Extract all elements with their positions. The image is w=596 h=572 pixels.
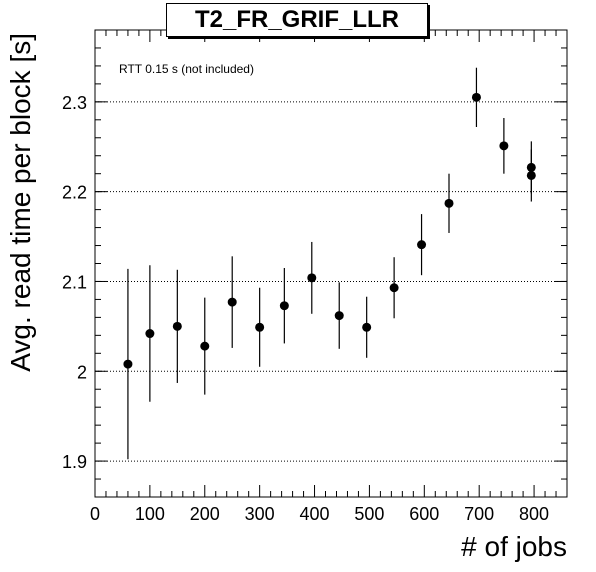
- y-tick-label: 2: [77, 362, 87, 382]
- tick-labels: 1.9 2 2.1 2.2 2.3 0 100 200 300 400 500 600 700 800: [62, 93, 549, 524]
- x-tick-label: 200: [190, 504, 220, 524]
- data-point: [123, 359, 133, 369]
- y-tick-label: 1.9: [62, 452, 87, 472]
- data-point: [471, 92, 481, 102]
- data-point: [279, 301, 289, 311]
- x-tick-label: 600: [409, 504, 439, 524]
- data-point: [172, 321, 182, 331]
- y-tick-label: 2.1: [62, 272, 87, 292]
- plot-frame: [94, 29, 568, 498]
- chart-title: T2_FR_GRIF_LLR: [166, 3, 428, 37]
- x-tick-label: 700: [464, 504, 494, 524]
- x-tick-label: 500: [354, 504, 384, 524]
- data-point: [417, 240, 427, 250]
- y-axis-label: Avg. read time per block [s]: [5, 33, 36, 372]
- data-point: [307, 273, 317, 283]
- data-point: [362, 322, 372, 332]
- x-tick-label: 100: [135, 504, 165, 524]
- x-tick-label: 400: [300, 504, 330, 524]
- data-point: [200, 341, 210, 351]
- x-tick-label: 800: [519, 504, 549, 524]
- data-point: [444, 198, 454, 208]
- x-tick-label: 0: [90, 504, 100, 524]
- rtt-annotation: RTT 0.15 s (not included): [119, 62, 254, 76]
- data-point: [499, 141, 509, 151]
- data-point: [255, 322, 265, 332]
- grid-lines: [95, 101, 567, 462]
- data-points: [123, 67, 536, 460]
- y-tick-label: 2.3: [62, 93, 87, 113]
- x-axis-label: # of jobs: [461, 531, 567, 562]
- axis-ticks: [94, 29, 567, 498]
- data-point: [145, 329, 155, 339]
- data-point: [227, 297, 237, 307]
- y-tick-label: 2.2: [62, 183, 87, 203]
- x-tick-label: 300: [245, 504, 275, 524]
- data-point: [389, 283, 399, 293]
- data-point: [334, 311, 344, 321]
- data-point: [526, 170, 536, 180]
